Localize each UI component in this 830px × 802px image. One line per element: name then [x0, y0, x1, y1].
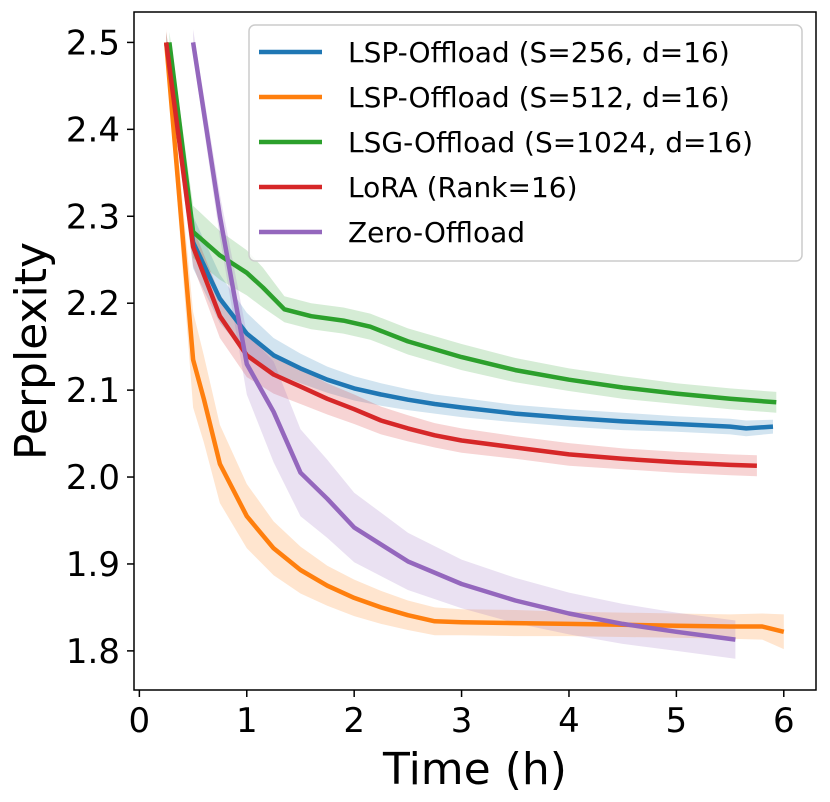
plot-frame	[133, 11, 817, 691]
legend-label: LoRA (Rank=16)	[348, 171, 578, 204]
x-axis-ticks: 0 1 2 3 4 5 6	[129, 690, 795, 741]
legend: LSP-Offload (S=256, d=16) LSP-Offload (S=…	[248, 24, 803, 262]
y-tick-label: 2.1	[66, 371, 120, 411]
x-tick-label: 5	[666, 701, 688, 741]
line-series-2	[167, 42, 777, 405]
legend-label: LSP-Offload (S=512, d=16)	[348, 81, 730, 114]
legend-label: LSP-Offload (S=256, d=16)	[348, 36, 730, 69]
legend-label: Zero-Offload	[348, 216, 525, 249]
x-tick-label: 6	[773, 701, 795, 741]
x-tick-label: 0	[129, 701, 151, 741]
y-tick-label: 2.4	[66, 110, 120, 150]
y-tick-label: 1.9	[66, 545, 120, 585]
y-tick-label: 2.0	[66, 458, 120, 498]
legend-box	[248, 24, 803, 262]
line-series-1	[163, 42, 785, 634]
x-tick-label: 2	[343, 701, 365, 741]
y-tick-label: 1.8	[66, 632, 120, 672]
x-axis-label: Time (h)	[382, 744, 567, 795]
line-series-0	[163, 42, 774, 431]
line-series-4	[190, 42, 736, 642]
series-lines	[163, 42, 785, 642]
x-tick-label: 1	[236, 701, 258, 741]
y-tick-label: 2.5	[66, 23, 120, 63]
y-axis-ticks: 1.8 1.9 2.0 2.1 2.2 2.3 2.4 2.5	[66, 23, 134, 672]
y-axis-label: Perplexity	[6, 242, 57, 460]
y-tick-label: 2.2	[66, 284, 120, 324]
legend-label: LSG-Offload (S=1024, d=16)	[348, 126, 753, 159]
x-tick-label: 4	[558, 701, 580, 741]
y-tick-label: 2.3	[66, 197, 120, 237]
x-tick-label: 3	[451, 701, 473, 741]
